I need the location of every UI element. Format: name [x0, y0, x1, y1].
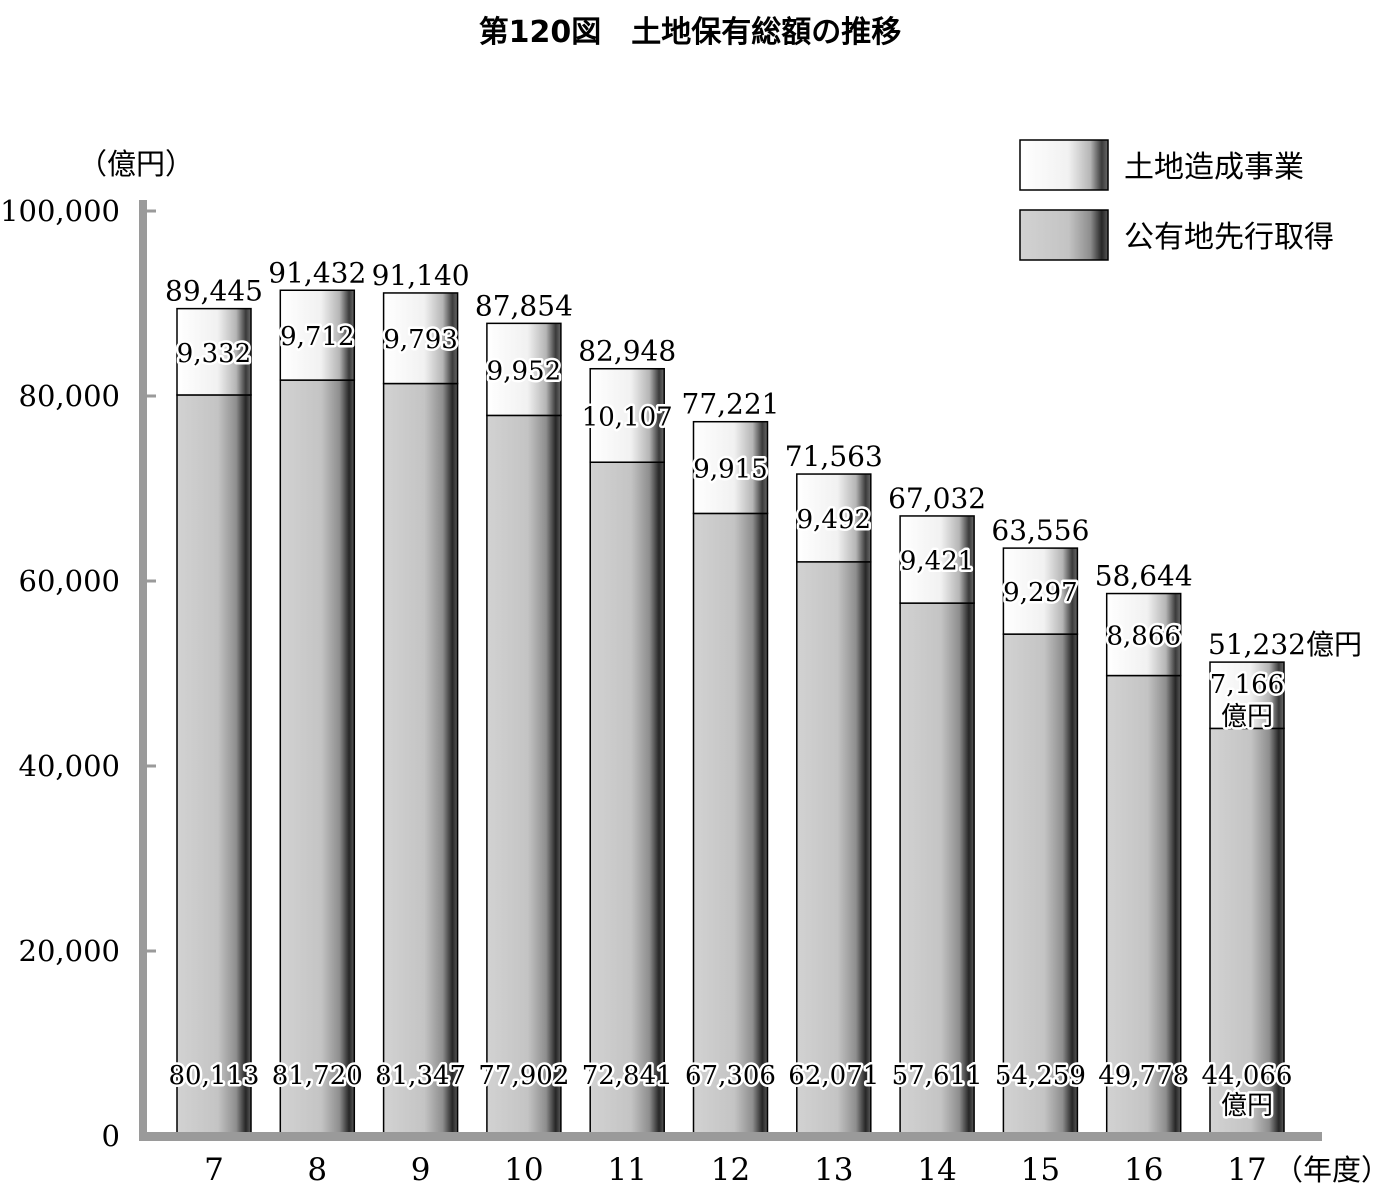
- bar-land-development: [796, 473, 872, 563]
- segment-label-land-development: 9,492: [797, 505, 871, 535]
- segment-label-land-development: 9,297: [1003, 578, 1077, 608]
- bar-land-development: [176, 307, 252, 396]
- x-axis-unit-label: （年度）: [1274, 1153, 1390, 1187]
- y-tick-label: 20,000: [19, 934, 120, 968]
- y-tick-label: 100,000: [0, 194, 120, 228]
- segment-label-land-development: 9,421: [900, 547, 974, 577]
- segment-label-land-development: 9,332: [177, 339, 251, 369]
- segment-unit-label: 億円: [1221, 1091, 1273, 1121]
- total-label: 58,644: [1095, 560, 1193, 593]
- bar-land-development: [279, 289, 356, 381]
- total-label: 51,232億円: [1208, 628, 1362, 661]
- bar-advance-acquisition: [1002, 633, 1079, 1137]
- bar-advance-acquisition: [1105, 674, 1182, 1137]
- segment-label-land-development: 9,793: [383, 325, 457, 355]
- x-tick-label: 14: [917, 1152, 956, 1188]
- x-tick-label: 16: [1124, 1152, 1163, 1188]
- segment-label-advance-acquisition: 72,841: [582, 1061, 673, 1091]
- y-tick-label: 80,000: [19, 379, 120, 413]
- legend: 土地造成事業 公有地先行取得: [1019, 139, 1334, 261]
- segment-label-land-development: 9,952: [487, 356, 561, 386]
- bar-land-development: [1105, 592, 1182, 677]
- legend-swatch-land-development: [1019, 139, 1109, 191]
- total-label: 63,556: [991, 514, 1089, 547]
- segment-label-land-development: 10,107: [582, 402, 673, 432]
- x-tick-label: 10: [504, 1152, 543, 1188]
- total-label: 67,032: [888, 482, 986, 515]
- x-tick-label: 15: [1021, 1152, 1060, 1188]
- x-tick-label: 8: [307, 1152, 327, 1188]
- total-label: 91,432: [268, 256, 366, 289]
- segment-label-advance-acquisition: 77,902: [478, 1061, 569, 1091]
- x-axis-line: [139, 1132, 1322, 1141]
- bar-land-development: [486, 322, 562, 417]
- legend-swatch-advance-acquisition: [1019, 209, 1109, 261]
- bar-land-development: [382, 292, 459, 385]
- bar-advance-acquisition: [692, 512, 769, 1137]
- bar-land-development: [1002, 547, 1079, 635]
- bar-land-development: [1209, 661, 1285, 730]
- bar-land-development: [589, 367, 665, 463]
- x-tick-label: 11: [607, 1152, 646, 1188]
- bar-land-development: [899, 515, 975, 604]
- bar-advance-acquisition: [899, 602, 975, 1137]
- segment-label-advance-acquisition: 67,306: [685, 1061, 776, 1091]
- bar-advance-acquisition: [1209, 727, 1285, 1137]
- bar-advance-acquisition: [486, 414, 562, 1137]
- bar-advance-acquisition: [589, 461, 665, 1137]
- y-axis-unit-label: （億円）: [78, 147, 194, 181]
- legend-label-land-development: 土地造成事業: [1124, 150, 1304, 185]
- bar-advance-acquisition: [176, 394, 252, 1137]
- bar-advance-acquisition: [796, 561, 872, 1137]
- bar-land-development: [692, 420, 769, 515]
- legend-label-advance-acquisition: 公有地先行取得: [1124, 220, 1334, 255]
- total-label: 77,221: [682, 388, 780, 421]
- x-tick-label: 17: [1227, 1152, 1266, 1188]
- segment-label-advance-acquisition: 81,347: [375, 1061, 466, 1091]
- segment-label-advance-acquisition: 49,778: [1098, 1061, 1189, 1091]
- segment-unit-label: 億円: [1221, 702, 1273, 732]
- segment-label-land-development: 8,866: [1106, 622, 1180, 652]
- y-axis-line: [139, 200, 147, 1140]
- segment-label-advance-acquisition: 80,113: [169, 1061, 260, 1091]
- chart-title: 第120図 土地保有総額の推移: [479, 15, 902, 50]
- segment-label-land-development: 9,915: [693, 455, 767, 485]
- y-tick-label: 0: [102, 1119, 120, 1153]
- segment-label-land-development: 7,166: [1210, 670, 1284, 700]
- segment-label-land-development: 9,712: [280, 322, 354, 352]
- total-label: 82,948: [578, 335, 676, 368]
- x-tick-label: 7: [204, 1152, 224, 1188]
- y-tick-label: 40,000: [19, 749, 120, 783]
- bar-advance-acquisition: [279, 379, 356, 1137]
- bar-advance-acquisition: [382, 382, 459, 1137]
- total-label: 91,140: [372, 259, 470, 292]
- total-label: 87,854: [475, 289, 573, 322]
- y-tick-label: 60,000: [19, 564, 120, 598]
- segment-label-advance-acquisition: 62,071: [788, 1061, 879, 1091]
- segment-label-advance-acquisition: 44,066: [1202, 1061, 1293, 1091]
- total-label: 89,445: [165, 275, 263, 308]
- segment-label-advance-acquisition: 57,611: [892, 1061, 983, 1091]
- segment-label-advance-acquisition: 81,720: [272, 1061, 363, 1091]
- x-tick-label: 12: [711, 1152, 750, 1188]
- x-tick-label: 13: [814, 1152, 853, 1188]
- x-tick-label: 9: [411, 1152, 431, 1188]
- total-label: 71,563: [785, 440, 883, 473]
- segment-label-advance-acquisition: 54,259: [995, 1061, 1086, 1091]
